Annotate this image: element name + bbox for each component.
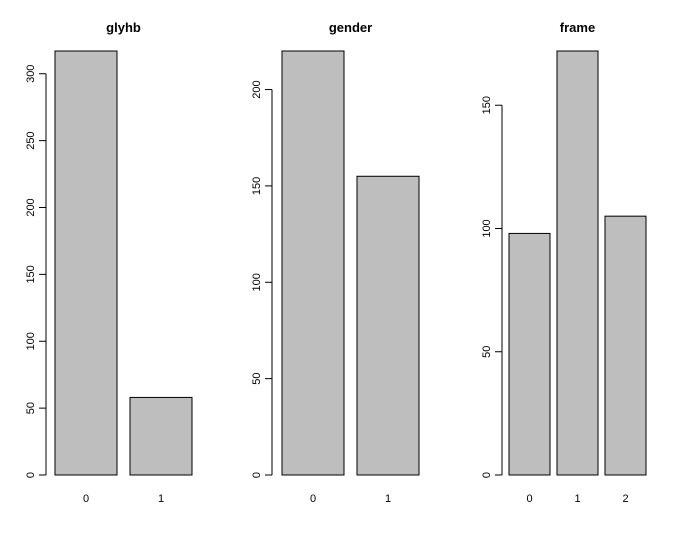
panel-title-glyhb: glyhb [106,20,141,35]
panel-title-frame: frame [560,20,595,35]
y-tick-label-glyhb-200: 200 [25,198,37,216]
y-tick-label-gender-150: 150 [251,177,263,195]
bar-gender-0 [281,50,345,476]
y-tick-label-gender-100: 100 [251,273,263,291]
panel-frame: frame 0 1 2 0 50 100 150 [481,20,647,505]
x-tick-label-frame-2: 2 [622,493,628,505]
bar-gender-1 [356,175,420,476]
y-tick-label-glyhb-150: 150 [25,265,37,283]
x-tick-label-glyhb-0: 0 [83,493,89,505]
y-tick-label-glyhb-250: 250 [25,131,37,149]
y-tick-label-frame-100: 100 [481,219,493,237]
y-tick-label-glyhb-100: 100 [25,332,37,350]
y-tick-label-gender-0: 0 [251,472,263,478]
y-tick-label-frame-0: 0 [481,472,493,478]
bar-frame-2 [604,215,647,476]
y-tick-label-frame-150: 150 [481,96,493,114]
y-tick-label-glyhb-50: 50 [25,402,37,414]
x-tick-label-gender-0: 0 [310,493,316,505]
y-tick-label-gender-200: 200 [251,80,263,98]
x-tick-label-frame-0: 0 [526,493,532,505]
bar-glyhb-0 [54,50,118,476]
panel-gender: gender 0 1 0 50 100 150 200 [251,20,420,505]
panel-title-gender: gender [329,20,372,35]
x-tick-label-frame-1: 1 [574,493,580,505]
y-tick-label-gender-50: 50 [251,373,263,385]
x-tick-label-gender-1: 1 [385,493,391,505]
x-tick-label-glyhb-1: 1 [158,493,164,505]
bar-frame-0 [508,232,551,476]
panel-glyhb: glyhb 0 1 0 50 100 150 200 250 300 [25,20,193,505]
bar-glyhb-1 [129,396,193,476]
y-tick-label-frame-50: 50 [481,346,493,358]
y-tick-label-glyhb-0: 0 [25,472,37,478]
y-tick-label-glyhb-300: 300 [25,65,37,83]
bar-frame-1 [556,50,599,476]
